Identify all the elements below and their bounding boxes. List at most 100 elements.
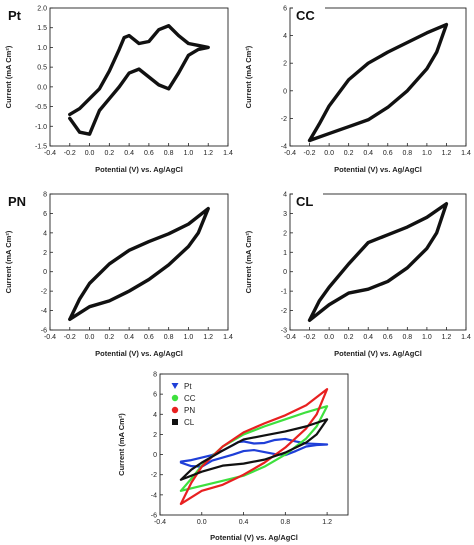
y-tick-label: -4 [41, 308, 47, 315]
y-tick-label: 1.5 [37, 25, 47, 32]
x-tick-label: -0.2 [64, 334, 76, 341]
chart-panel-2: -0.4 -0.2 0.0 0.2 0.4 0.6 0.8 1.0 1.2 1.4 -4 -2 0 2 4 6… [244, 6, 471, 175]
y-axis-label: Current (mA Cm²) [244, 45, 253, 108]
x-tick-label: 0.8 [402, 150, 412, 157]
x-tick-label: 1.0 [184, 150, 194, 157]
series-line-cc [179, 405, 329, 492]
x-tick-label: 0.4 [124, 150, 134, 157]
plot-frame [159, 373, 349, 516]
legend-label: Pt [184, 382, 192, 391]
legend-marker-square [172, 419, 178, 425]
x-tick-label: 0.8 [402, 334, 412, 341]
y-tick-label: -2 [281, 308, 287, 315]
x-tick-label: -0.4 [154, 519, 166, 526]
chart-panel-1: -0.4 -0.2 0.0 0.2 0.4 0.6 0.8 1.0 1.2 1.4 -1.5 -1.0… [4, 6, 233, 175]
y-axis-label: Current (mA Cm²) [117, 413, 126, 476]
x-tick-label: 0.0 [324, 150, 334, 157]
y-tick-label: 2 [43, 250, 47, 257]
x-tick-label: 1.0 [184, 334, 194, 341]
y-tick-label: -6 [41, 328, 47, 335]
y-axis-label: Current (mA Cm²) [244, 230, 253, 293]
x-tick-label: 0.6 [383, 334, 393, 341]
x-tick-label: -0.4 [284, 334, 296, 341]
x-tick-label: 0.6 [144, 334, 154, 341]
chart-panel-3: -0.4 -0.2 0.0 0.2 0.4 0.6 0.8 1.0 1.2 1.4 -6 -4 -2 0 2… [4, 192, 233, 359]
x-tick-label: 0.0 [324, 334, 334, 341]
panel-label: CL [296, 194, 313, 209]
x-tick-label: 1.2 [322, 519, 332, 526]
y-tick-label: 4 [283, 33, 287, 40]
x-tick-label: 0.6 [383, 150, 393, 157]
x-tick-label: 0.0 [85, 334, 95, 341]
panel-label-box [293, 7, 325, 25]
plot-frame [49, 193, 229, 331]
y-tick-label: 8 [153, 372, 157, 379]
panel-label-box [293, 193, 323, 211]
x-tick-label: 0.4 [363, 334, 373, 341]
x-tick-label: 1.4 [461, 150, 471, 157]
series-line-1 [307, 22, 449, 143]
panel-label: Pt [8, 8, 22, 23]
y-tick-label: -2 [281, 116, 287, 123]
series-line-1 [68, 24, 210, 136]
y-tick-label: 0 [283, 269, 287, 276]
series-line-cl [179, 418, 329, 481]
y-tick-label: 6 [43, 211, 47, 218]
legend: Pt CC PN CL [171, 382, 196, 427]
y-axis-label: Current (mA Cm²) [4, 230, 13, 293]
x-axis-label: Potential (V) vs. Ag/AgCl [334, 165, 422, 174]
legend-label: PN [184, 406, 195, 415]
y-tick-label: -2 [41, 289, 47, 296]
plot-frame [289, 193, 467, 331]
y-tick-label: 2.0 [37, 6, 47, 13]
y-tick-label: 0 [43, 269, 47, 276]
x-tick-label: 1.2 [442, 150, 452, 157]
x-axis-label: Potential (V) vs. Ag/AgCl [210, 533, 298, 542]
legend-marker-circle [171, 394, 179, 402]
y-tick-label: 0.5 [37, 65, 47, 72]
y-tick-label: 0 [283, 88, 287, 95]
plot-frame [289, 7, 467, 147]
x-tick-label: 0.8 [164, 150, 174, 157]
chart-panel-5: -0.4 0.0 0.4 0.8 1.2 -6 -4 -2 0 2 4 6 8 Potential (V)… [117, 372, 349, 542]
x-tick-label: 0.0 [85, 150, 95, 157]
y-tick-label: 4 [43, 230, 47, 237]
x-tick-label: 0.8 [280, 519, 290, 526]
x-tick-label: 1.0 [422, 150, 432, 157]
y-tick-label: 3 [283, 211, 287, 218]
x-tick-label: 0.2 [104, 150, 114, 157]
x-tick-label: 1.4 [223, 150, 233, 157]
legend-label: CL [184, 418, 195, 427]
x-tick-label: 0.2 [344, 334, 354, 341]
x-axis-label: Potential (V) vs. Ag/AgCl [95, 165, 183, 174]
x-tick-label: 1.4 [461, 334, 471, 341]
y-tick-label: -1.0 [35, 124, 47, 131]
x-tick-label: 0.0 [197, 519, 207, 526]
y-tick-label: -4 [281, 144, 287, 151]
y-tick-label: -1.5 [35, 144, 47, 151]
x-tick-label: -0.4 [284, 150, 296, 157]
x-tick-label: 0.4 [239, 519, 249, 526]
series-line-1 [68, 206, 210, 322]
y-tick-label: 2 [283, 61, 287, 68]
y-tick-label: -1 [281, 289, 287, 296]
x-tick-label: -0.4 [44, 334, 56, 341]
y-axis-label: Current (mA Cm²) [4, 45, 13, 108]
x-tick-label: 1.0 [422, 334, 432, 341]
y-tick-label: 6 [153, 392, 157, 399]
y-tick-label: -6 [151, 513, 157, 520]
y-tick-label: -0.5 [35, 104, 47, 111]
y-tick-label: 1 [283, 250, 287, 257]
panel-label-box [5, 193, 41, 211]
x-tick-label: 1.4 [223, 334, 233, 341]
panel-label: CC [296, 8, 315, 23]
y-tick-label: 2 [283, 230, 287, 237]
chart-panel-4: -0.4 -0.2 0.0 0.2 0.4 0.6 0.8 1.0 1.2 1.4 -3 -2 -1 0 1… [244, 192, 471, 359]
x-tick-label: 0.4 [363, 150, 373, 157]
x-axis-label: Potential (V) vs. Ag/AgCl [334, 349, 422, 358]
legend-marker-triangle [171, 383, 179, 389]
x-tick-label: 1.2 [203, 334, 213, 341]
y-tick-label: -3 [281, 328, 287, 335]
x-tick-label: 0.6 [144, 150, 154, 157]
